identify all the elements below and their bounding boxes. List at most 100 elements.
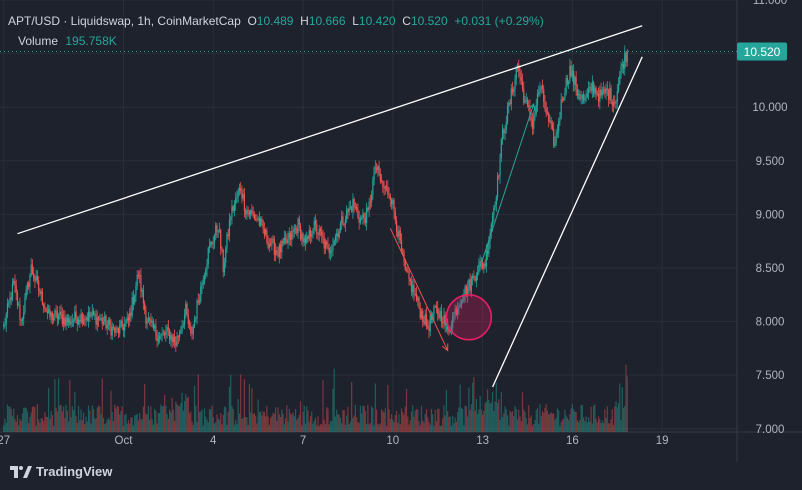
candle-body <box>23 312 25 319</box>
volume-bar <box>238 413 241 432</box>
candle-body <box>226 234 228 249</box>
volume-bar <box>97 405 100 432</box>
volume-bar <box>233 424 236 432</box>
candle-body <box>91 311 93 316</box>
volume-bar <box>464 405 466 432</box>
volume-bar <box>515 409 517 432</box>
candle-body <box>580 98 582 100</box>
volume-bar <box>172 409 174 432</box>
volume-bar <box>622 408 625 432</box>
candle-body <box>75 311 77 319</box>
volume-bar <box>501 417 504 432</box>
candle-body <box>357 209 359 218</box>
candle-body <box>477 272 479 277</box>
volume-bar <box>81 420 83 432</box>
candle-body <box>520 77 522 81</box>
volume-bar <box>170 411 172 432</box>
candle-body <box>38 280 40 291</box>
volume-bar <box>579 419 581 432</box>
volume-bar <box>80 409 82 432</box>
volume-bar <box>581 405 583 432</box>
volume-bar <box>152 424 154 432</box>
volume-header: Volume 195.758K <box>18 34 117 48</box>
candle-body <box>594 87 596 94</box>
candle-body <box>139 275 141 277</box>
candle-body <box>604 89 606 94</box>
tradingview-logo-icon <box>10 465 32 478</box>
volume-bar <box>580 404 582 432</box>
volume-bar <box>565 415 567 432</box>
volume-bar <box>293 416 295 432</box>
volume-bar <box>314 417 317 432</box>
x-tick-label: 19 <box>656 435 669 447</box>
volume-bar <box>595 419 597 432</box>
volume-bar <box>145 413 147 432</box>
tradingview-footer[interactable]: TradingView <box>10 464 112 479</box>
volume-bar <box>509 410 511 432</box>
candle-body <box>352 199 354 212</box>
candle-body <box>323 238 325 249</box>
volume-bar <box>596 422 598 432</box>
volume-bar <box>120 410 122 432</box>
volume-bar <box>121 406 123 432</box>
volume-bar <box>19 419 21 432</box>
candle-body <box>405 270 408 272</box>
candle-body <box>109 319 111 326</box>
volume-bar <box>171 397 173 432</box>
red-down-arrow <box>389 228 449 351</box>
candle-body <box>308 230 310 240</box>
volume-bar <box>200 411 202 432</box>
volume-bar <box>348 424 350 432</box>
candle-body <box>379 174 381 181</box>
volume-bar <box>154 408 156 432</box>
candle-body <box>66 317 68 323</box>
candle-body <box>545 108 547 114</box>
candle-body <box>463 296 465 301</box>
candle-body <box>368 201 370 210</box>
candle-body <box>498 176 500 178</box>
candle-body <box>372 179 374 195</box>
volume-bar <box>344 424 347 432</box>
candle-body <box>440 311 443 322</box>
volume-bar <box>111 411 113 432</box>
volume-bar <box>178 406 181 432</box>
candle-body <box>597 93 600 102</box>
volume-bar <box>591 423 593 432</box>
candle-body <box>54 310 56 318</box>
volume-bar <box>533 423 535 432</box>
volume-bar <box>141 419 143 432</box>
x-tick-label: 16 <box>566 435 579 447</box>
candle-body <box>76 318 78 325</box>
candle-body <box>130 312 132 316</box>
candle-body <box>58 315 60 320</box>
candle-body <box>388 194 390 196</box>
open-value: 10.489 <box>256 14 294 28</box>
volume-bar <box>75 415 77 432</box>
volume-bar <box>462 408 464 432</box>
volume-bar <box>347 406 349 432</box>
volume-bar <box>64 418 66 432</box>
volume-bar <box>119 414 121 432</box>
volume-bar <box>74 391 76 432</box>
volume-bar <box>615 401 617 432</box>
x-tick-label: 27 <box>0 435 10 447</box>
volume-bar <box>298 414 300 432</box>
candle-body <box>166 326 168 332</box>
volume-bar <box>99 406 101 432</box>
candle-body <box>284 237 287 240</box>
candle-body <box>422 310 424 322</box>
candle-body <box>193 319 196 326</box>
candle-body <box>590 87 592 92</box>
volume-bar <box>302 411 304 432</box>
open-label: O <box>247 14 257 28</box>
volume-bar <box>317 416 319 432</box>
candle-body <box>514 78 516 90</box>
volume-bar <box>619 383 621 432</box>
candle-body <box>86 317 88 321</box>
volume-bar <box>540 415 542 432</box>
volume-bar <box>435 421 438 432</box>
candle-body <box>85 317 87 320</box>
volume-bar <box>450 425 453 432</box>
candle-body <box>39 290 41 294</box>
